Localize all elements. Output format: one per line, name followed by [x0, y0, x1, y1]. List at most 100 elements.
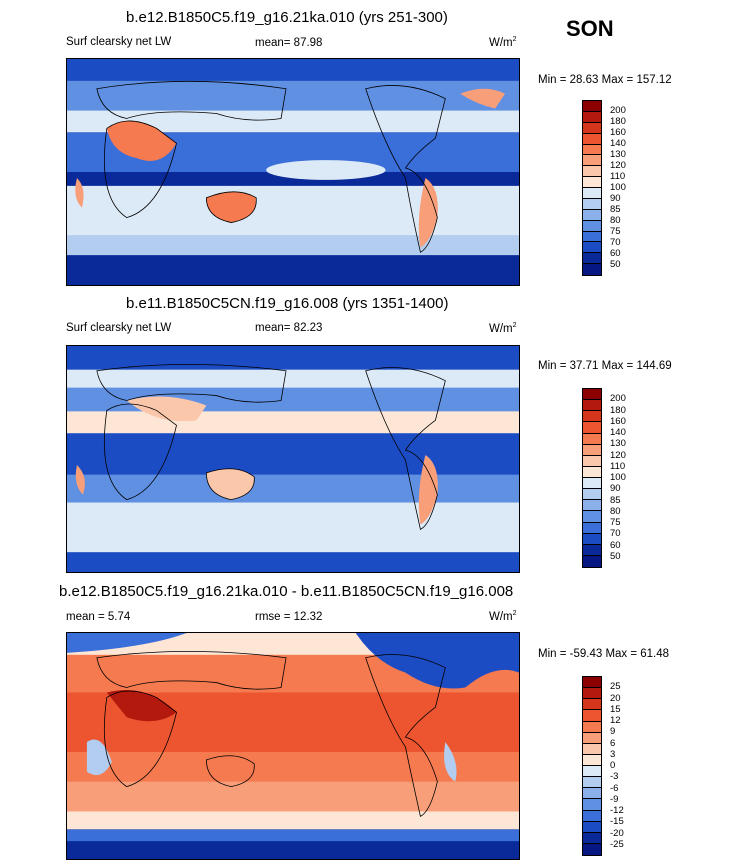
panel-1-units: W/m2 — [489, 36, 517, 49]
colorbar-swatch — [583, 231, 601, 243]
map-coastline-eurasia — [96, 80, 287, 121]
colorbar-level-label: 160 — [610, 127, 626, 138]
colorbar-swatch — [583, 444, 601, 456]
colorbar-swatch — [583, 478, 601, 490]
colorbar-level-label: 15 — [610, 703, 621, 715]
map-land-south-africa — [75, 177, 84, 208]
map-land-greenland-edge — [460, 88, 506, 109]
colorbar-level-label: -12 — [610, 805, 624, 816]
colorbar-swatch — [583, 101, 601, 112]
colorbar-level-label: 200 — [610, 393, 626, 405]
colorbar-swatch — [583, 799, 601, 811]
colorbar-swatch — [583, 766, 601, 778]
colorbar-swatch — [583, 177, 601, 188]
map-blob — [266, 160, 386, 180]
panel-2-map — [66, 345, 520, 573]
colorbar-level-label: -15 — [610, 816, 624, 828]
colorbar-swatch — [583, 743, 601, 755]
colorbar-swatch — [583, 732, 601, 744]
colorbar-swatch — [583, 489, 601, 501]
colorbar-swatch — [583, 111, 601, 123]
colorbar-level-label: 130 — [610, 149, 626, 160]
colorbar-swatch — [583, 777, 601, 789]
colorbar-level-label: 75 — [610, 226, 621, 237]
map-coastline-australia — [205, 191, 257, 223]
colorbar-swatch — [583, 253, 601, 265]
colorbar-level-label: 160 — [610, 415, 626, 427]
colorbar-level-label: -20 — [610, 827, 624, 839]
panel-1-map-svg — [67, 59, 519, 285]
colorbar-swatch — [583, 754, 601, 766]
colorbar-swatch — [583, 821, 601, 833]
colorbar-level-label: 85 — [610, 204, 621, 215]
map-region-samerica-cool — [444, 742, 457, 782]
colorbar-level-label: 200 — [610, 105, 626, 116]
map-band — [67, 346, 519, 370]
map-land-australia — [206, 191, 257, 223]
colorbar-level-label: 130 — [610, 438, 626, 450]
colorbar-level-label: -3 — [610, 771, 619, 783]
panel-3-map-svg — [67, 633, 519, 859]
colorbar-swatch — [583, 155, 601, 167]
colorbar-swatch — [583, 511, 601, 523]
colorbar-level-label: 90 — [610, 193, 621, 204]
map-band — [67, 502, 519, 553]
colorbar-swatch — [583, 843, 601, 855]
colorbar-swatch — [583, 533, 601, 545]
colorbar-level-label: 100 — [610, 472, 626, 483]
colorbar-swatch — [583, 264, 601, 275]
panel-1-minmax: Min = 28.63 Max = 157.12 — [538, 74, 672, 86]
colorbar-swatch — [583, 422, 601, 434]
panel-3-title: b.e12.B1850C5.f19_g16.21ka.010 - b.e11.B… — [59, 583, 514, 600]
map-band — [67, 411, 519, 434]
colorbar-swatch — [583, 400, 601, 412]
panel-2-units: W/m2 — [489, 322, 517, 335]
colorbar-swatch — [583, 389, 601, 401]
map-coastline-eurasia — [96, 650, 287, 690]
colorbar-swatch — [583, 688, 601, 700]
map-band — [67, 235, 519, 256]
panel-1-mean: mean= 87.98 — [255, 37, 323, 49]
colorbar-level-label: 80 — [610, 215, 621, 226]
map-coastline-australia — [205, 468, 255, 501]
map-region-arctic-west — [67, 633, 187, 653]
panel-2-title: b.e11.B1850C5CN.f19_g16.008 (yrs 1351-14… — [126, 295, 449, 312]
colorbar-level-label: -9 — [610, 793, 619, 805]
map-land-africa-arabia — [106, 120, 177, 161]
colorbar-swatch — [583, 699, 601, 711]
colorbar-level-label: 180 — [610, 116, 626, 127]
panel-2-mean: mean= 82.23 — [255, 322, 323, 334]
panel-3-colorbar — [582, 676, 602, 856]
colorbar-swatch — [583, 166, 601, 178]
colorbar-swatch — [583, 466, 601, 478]
map-region-india — [106, 689, 177, 722]
colorbar-level-label: 6 — [610, 737, 616, 749]
colorbar-swatch — [583, 220, 601, 232]
colorbar-level-label: 80 — [610, 505, 621, 517]
colorbar-level-label: 140 — [610, 138, 626, 149]
map-band — [67, 781, 519, 812]
panel-3-map — [66, 632, 520, 860]
panel-1-colorbar — [582, 100, 602, 276]
colorbar-level-label: -25 — [610, 838, 624, 850]
colorbar-level-label: 180 — [610, 404, 626, 416]
map-land-australia — [206, 468, 255, 500]
colorbar-swatch — [583, 555, 601, 567]
panel-3-minmax: Min = -59.43 Max = 61.48 — [538, 648, 670, 660]
colorbar-swatch — [583, 122, 601, 134]
season-label: SON — [566, 16, 614, 41]
map-band — [67, 59, 519, 81]
colorbar-level-label: 100 — [610, 182, 626, 193]
colorbar-swatch — [583, 500, 601, 512]
colorbar-swatch — [583, 522, 601, 534]
map-band — [67, 552, 519, 572]
colorbar-level-label: 75 — [610, 517, 621, 528]
colorbar-swatch — [583, 677, 601, 689]
panel-1-title: b.e12.B1850C5.f19_g16.21ka.010 (yrs 251-… — [126, 9, 448, 26]
map-land-south-america — [418, 455, 438, 525]
colorbar-level-label: 90 — [610, 483, 621, 495]
panel-1-variable: Surf clearsky net LW — [66, 36, 172, 48]
colorbar-swatch — [583, 721, 601, 733]
map-coastline-americas — [365, 85, 446, 253]
colorbar-level-label: 85 — [610, 494, 621, 506]
